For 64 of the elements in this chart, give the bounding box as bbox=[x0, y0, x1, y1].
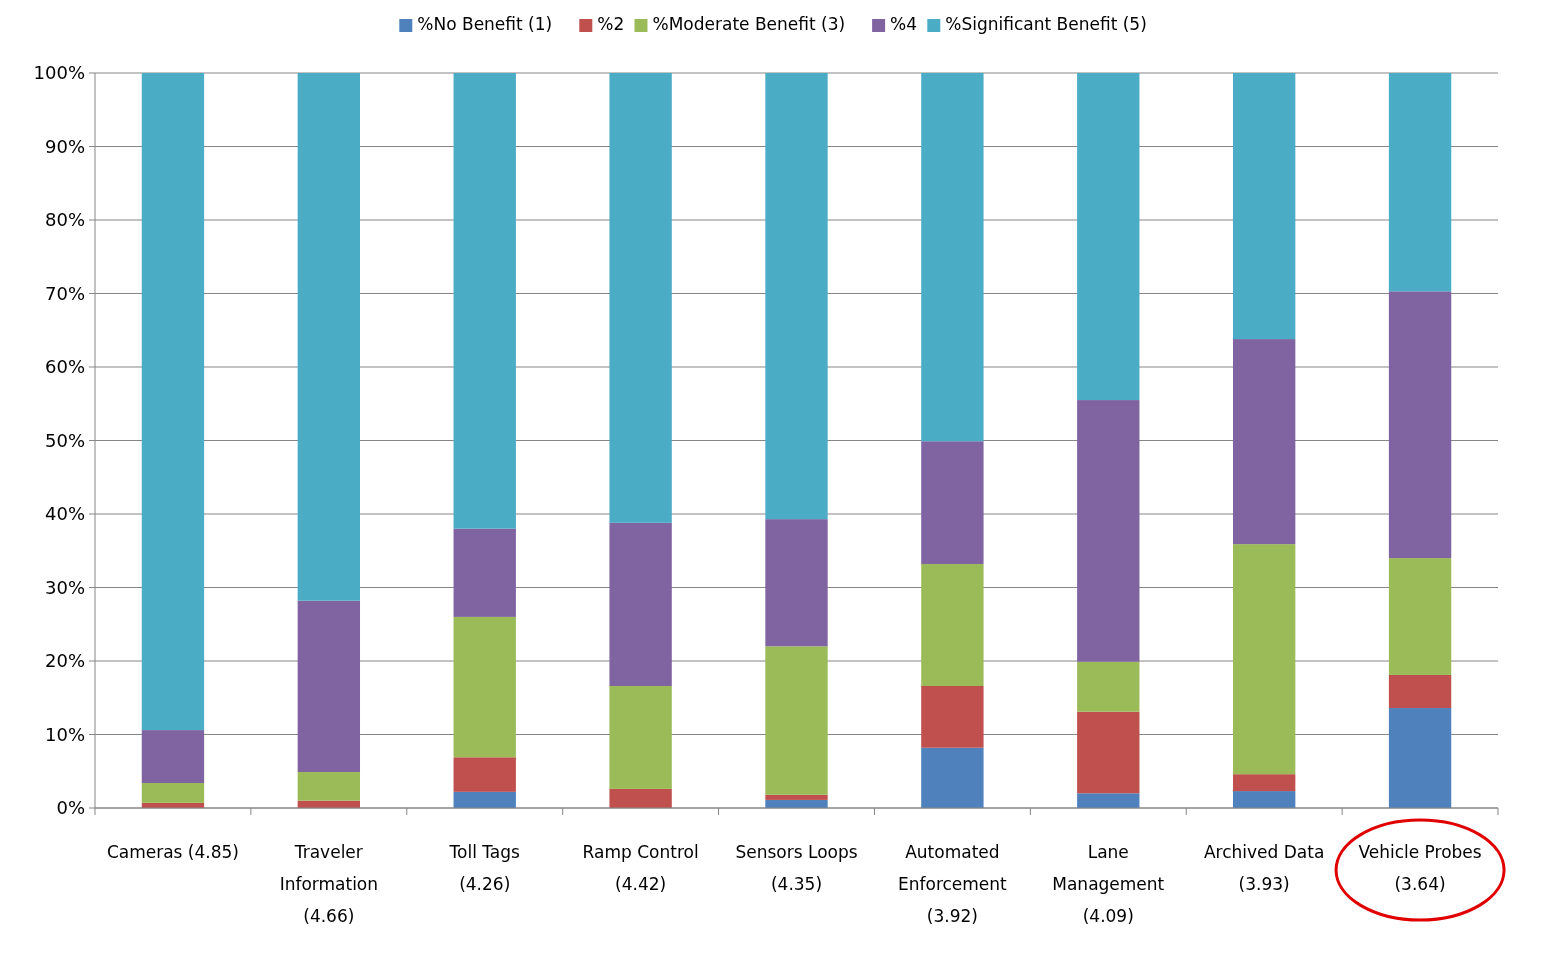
bar bbox=[297, 73, 361, 601]
bar bbox=[141, 730, 205, 784]
bar bbox=[609, 73, 672, 523]
bar bbox=[1077, 793, 1140, 808]
bar bbox=[1388, 73, 1452, 292]
bar bbox=[765, 794, 828, 800]
bar bbox=[921, 747, 984, 808]
bar bbox=[1388, 674, 1452, 709]
bar bbox=[609, 685, 672, 789]
bar bbox=[1232, 73, 1296, 340]
legend-label: %No Benefit (1) bbox=[417, 14, 553, 34]
legend-label: %Significant Benefit (5) bbox=[945, 14, 1147, 34]
bar bbox=[1388, 291, 1452, 559]
x-tick-label: Sensors Loops (4.35) bbox=[735, 842, 858, 894]
bar bbox=[609, 788, 672, 808]
bar bbox=[1077, 73, 1140, 401]
x-tick-label: Ramp Control (4.42) bbox=[582, 842, 699, 894]
bar bbox=[297, 600, 361, 772]
bar bbox=[453, 616, 516, 758]
bar bbox=[765, 73, 828, 520]
bar bbox=[1077, 661, 1140, 712]
y-tick-label: 0% bbox=[56, 797, 85, 819]
bar bbox=[921, 73, 984, 442]
bar bbox=[141, 73, 205, 731]
y-tick-label: 40% bbox=[44, 503, 85, 525]
y-tick-label: 90% bbox=[44, 135, 85, 157]
bar bbox=[297, 771, 361, 801]
bar bbox=[765, 519, 828, 647]
bar bbox=[1232, 774, 1296, 792]
bar bbox=[453, 73, 516, 529]
bar bbox=[1388, 708, 1452, 808]
y-tick-label: 10% bbox=[44, 723, 85, 745]
legend-label: %4 bbox=[890, 14, 918, 34]
legend-label: %Moderate Benefit (3) bbox=[652, 14, 846, 34]
bar bbox=[453, 528, 516, 617]
x-tick-label: Vehicle Probes (3.64) bbox=[1358, 842, 1482, 894]
x-tick-label: Automated Enforcement (3.92) bbox=[897, 842, 1008, 926]
y-tick-label: 80% bbox=[44, 209, 85, 231]
bar bbox=[1077, 400, 1140, 662]
x-tick-label: Cameras (4.85) bbox=[106, 842, 239, 862]
y-tick-label: 70% bbox=[44, 282, 85, 304]
bar bbox=[609, 522, 672, 686]
y-tick-label: 100% bbox=[33, 62, 85, 84]
bar bbox=[141, 783, 205, 803]
x-tick-label: Toll Tags (4.26) bbox=[448, 842, 521, 894]
bar bbox=[921, 563, 984, 686]
bar bbox=[453, 791, 516, 808]
y-tick-label: 20% bbox=[44, 650, 85, 672]
bar bbox=[1232, 544, 1296, 775]
x-tick-label: Archived Data (3.93) bbox=[1203, 842, 1325, 894]
y-tick-label: 60% bbox=[44, 356, 85, 378]
bar bbox=[921, 685, 984, 748]
y-tick-label: 30% bbox=[44, 576, 85, 598]
x-tick-label: Lane Management (4.09) bbox=[1052, 842, 1165, 926]
y-tick-label: 50% bbox=[44, 429, 85, 451]
bar bbox=[453, 757, 516, 792]
legend-label: %2 bbox=[597, 14, 625, 34]
bar bbox=[921, 441, 984, 564]
bar bbox=[1232, 791, 1296, 808]
x-tick-label: Traveler Information (4.66) bbox=[279, 842, 379, 926]
bar bbox=[1232, 339, 1296, 545]
bar bbox=[765, 646, 828, 795]
bar bbox=[1388, 558, 1452, 675]
bar bbox=[1077, 711, 1140, 794]
